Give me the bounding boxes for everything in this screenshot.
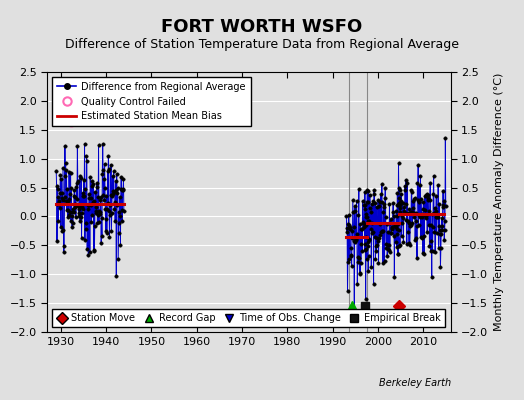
Legend: Station Move, Record Gap, Time of Obs. Change, Empirical Break: Station Move, Record Gap, Time of Obs. C… [52, 309, 444, 327]
Y-axis label: Monthly Temperature Anomaly Difference (°C): Monthly Temperature Anomaly Difference (… [494, 73, 504, 331]
Text: Difference of Station Temperature Data from Regional Average: Difference of Station Temperature Data f… [65, 38, 459, 51]
Text: FORT WORTH WSFO: FORT WORTH WSFO [161, 18, 363, 36]
Text: Berkeley Earth: Berkeley Earth [378, 378, 451, 388]
